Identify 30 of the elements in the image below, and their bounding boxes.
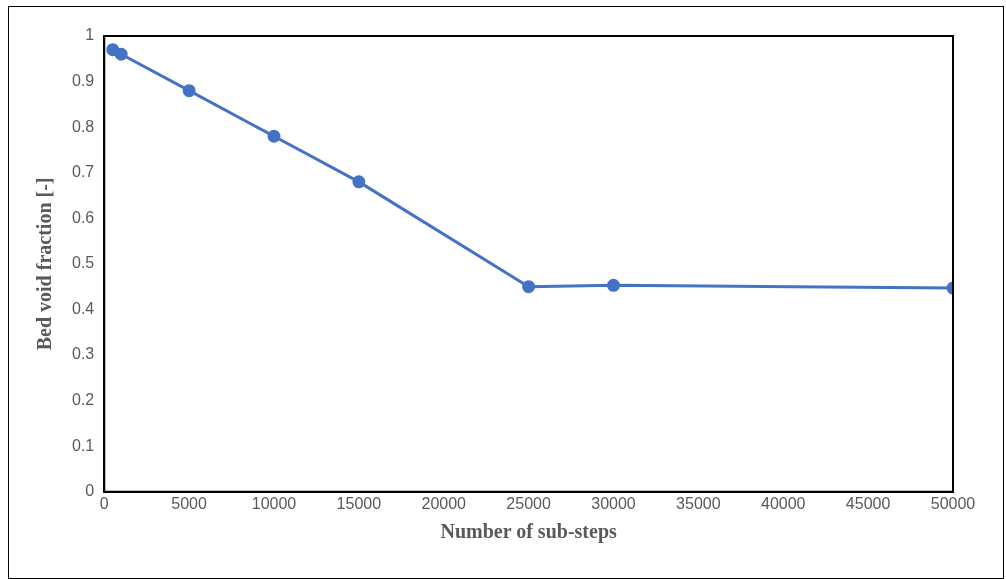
y-tick-label: 0.9 bbox=[71, 71, 95, 89]
y-tick-label: 0 bbox=[85, 482, 95, 500]
x-axis-title: Number of sub-steps bbox=[440, 520, 617, 544]
x-tick-label: 20000 bbox=[421, 494, 467, 512]
y-tick-label: 0.4 bbox=[71, 299, 95, 317]
y-axis-title: Bed void fraction [-] bbox=[33, 177, 56, 351]
y-tick-label: 0.8 bbox=[71, 117, 95, 135]
x-tick-label: 15000 bbox=[336, 494, 382, 512]
y-tick-label: 0.7 bbox=[71, 163, 95, 181]
point bbox=[267, 129, 281, 143]
point bbox=[182, 84, 196, 98]
x-tick-label: 50000 bbox=[930, 494, 976, 512]
x-tick-label: 0 bbox=[99, 494, 109, 512]
y-tick-label: 0.3 bbox=[71, 345, 95, 363]
x-tick-label: 10000 bbox=[251, 494, 297, 512]
y-tick-label: 1 bbox=[85, 26, 95, 44]
x-tick-label: 30000 bbox=[591, 494, 636, 512]
x-tick-label: 5000 bbox=[171, 494, 208, 512]
point bbox=[114, 47, 128, 61]
y-tick-label: 0.5 bbox=[71, 254, 95, 272]
point bbox=[607, 278, 620, 292]
y-tick-label: 0.2 bbox=[71, 391, 95, 409]
point bbox=[522, 280, 536, 294]
x-tick-label: 25000 bbox=[506, 494, 551, 512]
y-tick-label: 0.1 bbox=[71, 436, 95, 454]
x-tick-label: 35000 bbox=[676, 494, 721, 512]
x-tick-label: 45000 bbox=[845, 494, 891, 512]
point bbox=[352, 175, 366, 189]
x-tick-label: 40000 bbox=[761, 494, 806, 512]
y-tick-label: 0.6 bbox=[71, 208, 95, 226]
